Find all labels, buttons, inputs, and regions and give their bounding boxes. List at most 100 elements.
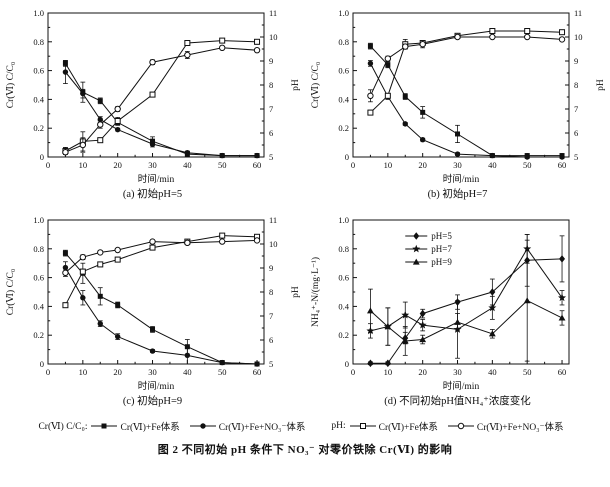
svg-text:10: 10 <box>269 32 278 42</box>
svg-text:pH=5: pH=5 <box>431 231 452 241</box>
svg-text:10: 10 <box>78 160 87 170</box>
svg-text:50: 50 <box>522 160 531 170</box>
svg-text:50: 50 <box>217 160 226 170</box>
svg-text:NH₄⁺-N/(mg·L⁻¹): NH₄⁺-N/(mg·L⁻¹) <box>310 257 321 327</box>
svg-text:0.2: 0.2 <box>338 330 349 340</box>
svg-text:0.6: 0.6 <box>33 273 44 283</box>
figure-caption: 图 2 不同初始 pH 条件下 NO₃⁻ 对零价铁除 Cr(Ⅵ) 的影响 <box>157 444 453 456</box>
svg-text:10: 10 <box>383 367 392 377</box>
svg-text:1.0: 1.0 <box>338 8 349 18</box>
svg-text:10: 10 <box>383 160 392 170</box>
svg-text:40: 40 <box>488 160 497 170</box>
svg-text:9: 9 <box>269 263 273 273</box>
filled-circle-marker-icon <box>189 423 216 429</box>
filled-square-marker-icon <box>91 423 118 429</box>
svg-text:时间/min: 时间/min <box>137 173 174 185</box>
svg-text:5: 5 <box>269 359 273 369</box>
svg-text:30: 30 <box>453 160 462 170</box>
svg-text:pH: pH <box>596 79 606 91</box>
svg-text:7: 7 <box>269 104 273 114</box>
svg-text:0: 0 <box>45 160 49 170</box>
svg-text:40: 40 <box>183 160 192 170</box>
svg-text:0: 0 <box>39 152 43 162</box>
svg-text:0.6: 0.6 <box>338 273 349 283</box>
subplot-b-caption: (b) 初始pH=7 <box>427 189 488 200</box>
svg-text:6: 6 <box>574 128 578 138</box>
svg-text:0: 0 <box>350 160 354 170</box>
svg-text:0: 0 <box>39 359 43 369</box>
legend-item-label: Cr(Ⅵ)+Fe+NO₃⁻体系 <box>218 423 306 433</box>
svg-text:9: 9 <box>574 56 578 66</box>
svg-text:7: 7 <box>269 311 273 321</box>
svg-text:10: 10 <box>574 32 583 42</box>
svg-text:20: 20 <box>113 367 122 377</box>
svg-text:0.4: 0.4 <box>338 301 349 311</box>
svg-text:6: 6 <box>269 335 273 345</box>
svg-text:6: 6 <box>269 128 273 138</box>
svg-text:0: 0 <box>344 152 348 162</box>
legend-item-crfe: Cr(Ⅵ)+Fe体系 <box>89 419 180 433</box>
chart-d: 0 10 20 30 40 50 60 0 0.2 0.4 0.6 0.8 1.0 时间/min NH₄⁺-… <box>310 215 569 392</box>
svg-text:7: 7 <box>574 104 578 114</box>
svg-text:pH=9: pH=9 <box>431 257 452 267</box>
svg-text:60: 60 <box>252 160 261 170</box>
subplot-b: 0 10 20 30 40 50 60 0 0.2 0.4 0.6 0.8 1.0 5 6 7 8 9 10 11 时间… <box>307 5 609 202</box>
subplot-c-caption: (c) 初始pH=9 <box>122 396 183 407</box>
svg-text:11: 11 <box>269 215 277 225</box>
svg-text:0: 0 <box>45 367 49 377</box>
subplot-a-caption: (a) 初始pH=5 <box>122 189 183 200</box>
svg-text:1.0: 1.0 <box>33 215 44 225</box>
svg-text:Cr(Ⅵ) C/C₀: Cr(Ⅵ) C/C₀ <box>5 269 16 315</box>
svg-text:0.2: 0.2 <box>33 123 44 133</box>
legend-item-label: Cr(Ⅵ)+Fe体系 <box>120 423 180 433</box>
legend-item-label: Cr(Ⅵ)+Fe+NO₃⁻体系 <box>476 423 564 433</box>
legend-item-ph-crfe: Cr(Ⅵ)+Fe体系 <box>348 419 438 433</box>
svg-text:0.6: 0.6 <box>33 66 44 76</box>
bottom-legend: Cr(Ⅵ) C/C₀: Cr(Ⅵ)+Fe体系 Cr(Ⅵ)+Fe+NO₃⁻体系 p… <box>0 419 610 433</box>
svg-text:Cr(Ⅵ) C/C₀: Cr(Ⅵ) C/C₀ <box>310 62 321 108</box>
svg-text:1.0: 1.0 <box>33 8 44 18</box>
svg-text:40: 40 <box>183 367 192 377</box>
svg-text:0.8: 0.8 <box>338 244 349 254</box>
svg-text:60: 60 <box>557 160 566 170</box>
svg-text:30: 30 <box>148 367 157 377</box>
svg-text:10: 10 <box>269 239 278 249</box>
svg-text:30: 30 <box>148 160 157 170</box>
svg-text:1.0: 1.0 <box>338 215 349 225</box>
legend-item-label: Cr(Ⅵ)+Fe体系 <box>378 423 438 433</box>
svg-text:0: 0 <box>350 367 354 377</box>
svg-text:60: 60 <box>557 367 566 377</box>
svg-text:40: 40 <box>488 367 497 377</box>
legend-group1-prefix: Cr(Ⅵ) C/C₀: <box>38 421 88 432</box>
svg-text:11: 11 <box>574 8 582 18</box>
svg-text:0.6: 0.6 <box>338 66 349 76</box>
subplot-d-caption: (d) 不同初始pH值NH₄⁺浓度变化 <box>384 396 531 407</box>
legend-group2-prefix: pH: <box>331 421 346 431</box>
svg-text:时间/min: 时间/min <box>137 380 174 392</box>
svg-text:20: 20 <box>418 160 427 170</box>
subplot-d: 0 10 20 30 40 50 60 0 0.2 0.4 0.6 0.8 1.0 时间/min NH₄⁺-… <box>307 212 609 409</box>
svg-text:0.8: 0.8 <box>33 244 44 254</box>
svg-text:0.8: 0.8 <box>338 37 349 47</box>
svg-text:pH: pH <box>291 79 301 91</box>
svg-text:10: 10 <box>78 367 87 377</box>
svg-text:20: 20 <box>113 160 122 170</box>
svg-text:50: 50 <box>522 367 531 377</box>
subplot-c: 0 10 20 30 40 50 60 0 0.2 0.4 0.6 0.8 1.0 5 6 7 8 9 10 11 时间… <box>2 212 304 409</box>
svg-text:0.8: 0.8 <box>33 37 44 47</box>
svg-text:Cr(Ⅵ) C/C₀: Cr(Ⅵ) C/C₀ <box>5 62 16 108</box>
chart-c: 0 10 20 30 40 50 60 0 0.2 0.4 0.6 0.8 1.0 5 6 7 8 9 10 11 时间… <box>5 215 301 392</box>
svg-text:0.4: 0.4 <box>33 301 44 311</box>
svg-text:0.4: 0.4 <box>338 94 349 104</box>
svg-text:30: 30 <box>453 367 462 377</box>
svg-text:50: 50 <box>217 367 226 377</box>
svg-text:0.4: 0.4 <box>33 94 44 104</box>
svg-text:时间/min: 时间/min <box>442 173 479 185</box>
svg-text:5: 5 <box>574 152 578 162</box>
svg-text:时间/min: 时间/min <box>442 380 479 392</box>
subplot-a: 0 10 20 30 40 50 60 0 0.2 0.4 0.6 0.8 1.0 5 6 7 8 9 10 11 时间… <box>2 5 304 202</box>
svg-text:9: 9 <box>269 56 273 66</box>
svg-text:pH=7: pH=7 <box>431 244 452 254</box>
subplot-grid: 0 10 20 30 40 50 60 0 0.2 0.4 0.6 0.8 1.0 5 6 7 8 9 10 11 时间… <box>0 5 610 409</box>
